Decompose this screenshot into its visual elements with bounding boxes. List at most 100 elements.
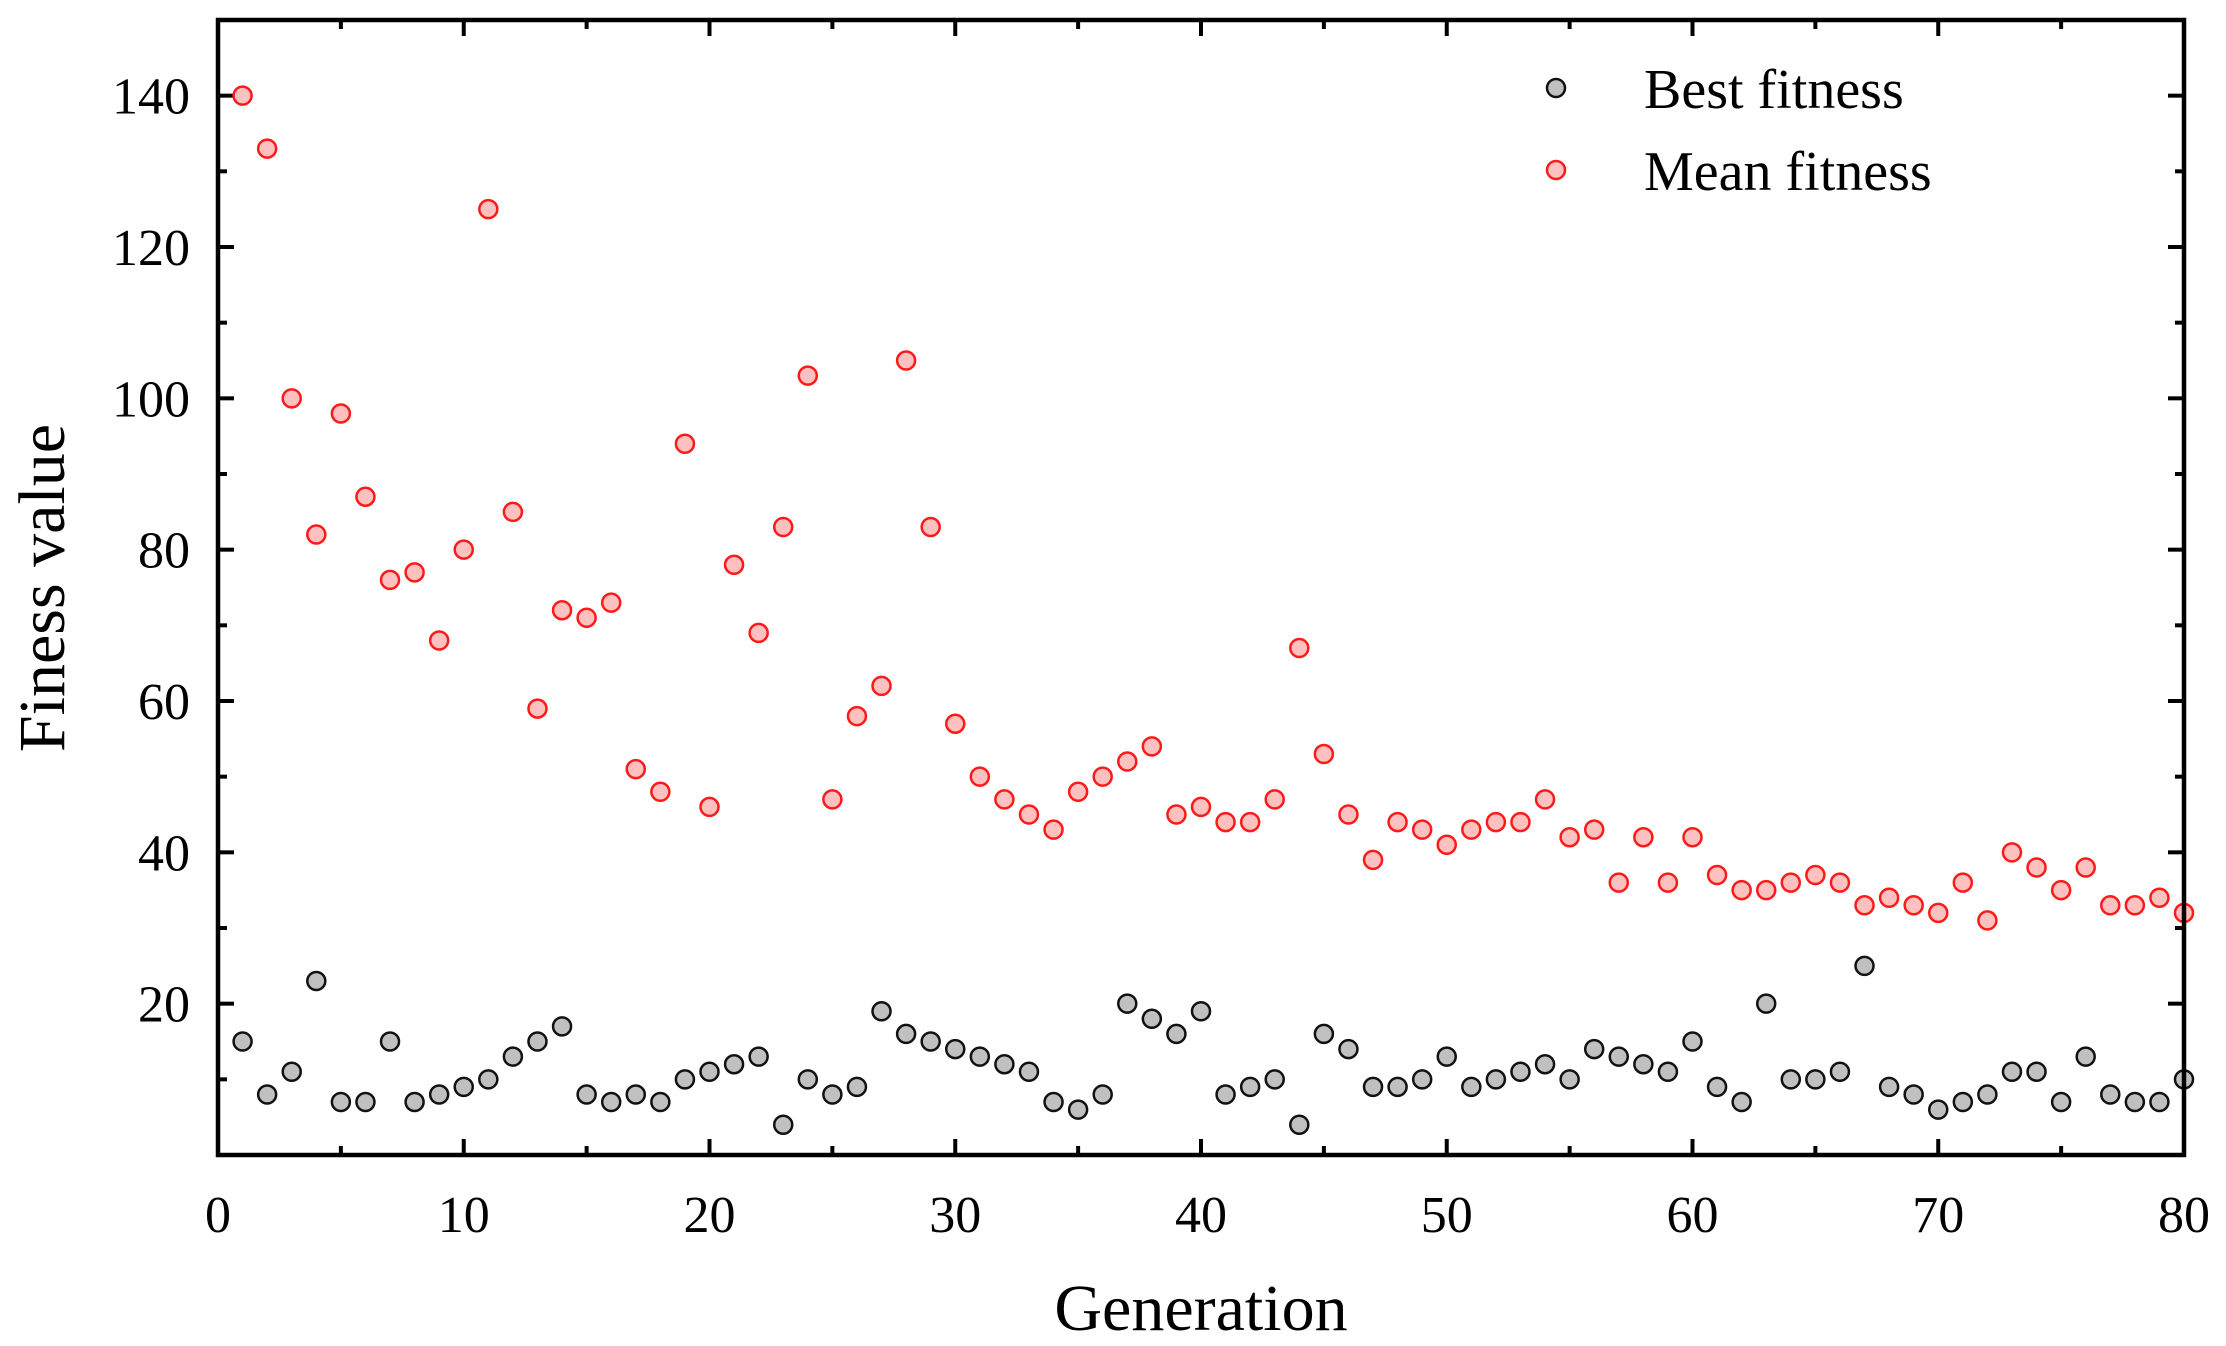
mean-fitness-point — [2001, 842, 2023, 863]
x-tick-label: 60 — [1667, 1187, 1719, 1244]
mean-fitness-point — [895, 350, 917, 371]
best-fitness-point — [1805, 1069, 1826, 1090]
x-tick-label: 80 — [2158, 1187, 2210, 1244]
mean-fitness-point — [1657, 872, 1679, 893]
mean-fitness-point — [2124, 895, 2146, 916]
mean-fitness-point — [625, 758, 647, 780]
mean-fitness-point — [502, 501, 524, 523]
mean-fitness-point — [1829, 872, 1851, 893]
mean-fitness-point — [1633, 826, 1654, 848]
best-fitness-point — [1633, 1053, 1654, 1075]
best-fitness-point — [748, 1046, 769, 1067]
best-fitness-point — [920, 1031, 941, 1052]
best-fitness-point — [1264, 1069, 1285, 1090]
mean-fitness-point — [256, 138, 278, 159]
mean-fitness-point — [232, 85, 253, 106]
best-fitness-point — [969, 1046, 991, 1067]
best-fitness-point — [256, 1084, 278, 1105]
x-axis-title: Generation — [1054, 1272, 1347, 1345]
mean-fitness-point — [404, 562, 425, 583]
mean-fitness-point — [1755, 879, 1777, 901]
mean-fitness-point — [1559, 826, 1580, 848]
plot-frame — [215, 17, 2187, 1158]
mean-fitness-point — [1190, 796, 1212, 818]
mean-fitness-point — [1952, 872, 1974, 893]
mean-fitness-point — [846, 705, 868, 727]
mean-fitness-point — [1117, 751, 1138, 772]
mean-fitness-point — [1387, 811, 1408, 833]
mean-fitness-point — [723, 554, 745, 576]
best-fitness-point — [1117, 993, 1138, 1014]
y-axis-title: Finess value — [6, 424, 79, 752]
x-tick-label: 10 — [438, 1187, 490, 1244]
best-fitness-point — [281, 1061, 302, 1083]
mean-fitness-point — [772, 516, 794, 538]
mean-fitness-point — [2026, 857, 2047, 878]
best-fitness-point — [2001, 1061, 2023, 1083]
mean-fitness-point — [1780, 872, 1802, 893]
best-fitness-point — [576, 1084, 597, 1105]
best-fitness-point — [1928, 1099, 1949, 1120]
best-fitness-point — [625, 1084, 647, 1105]
y-tick-label: 100 — [112, 371, 190, 428]
mean-fitness-point — [1534, 789, 1556, 810]
mean-fitness-point — [2100, 895, 2121, 916]
mean-fitness-point — [920, 516, 941, 538]
best-fitness-point — [379, 1031, 401, 1052]
mean-fitness-point — [281, 388, 302, 409]
y-tick-label: 20 — [138, 977, 190, 1034]
mean-fitness-point — [428, 630, 450, 651]
mean-fitness-point — [2075, 857, 2096, 878]
best-fitness-point — [1166, 1023, 1187, 1045]
best-fitness-point — [1534, 1053, 1556, 1075]
mean-fitness-point — [1166, 804, 1187, 825]
mean-fitness-point — [527, 698, 548, 719]
best-fitness-point — [1952, 1091, 1974, 1113]
best-fitness-point — [478, 1069, 499, 1090]
best-fitness-point — [1829, 1061, 1851, 1083]
mean-fitness-point — [453, 539, 474, 560]
best-fitness-point — [306, 970, 327, 992]
best-fitness-point — [428, 1084, 450, 1105]
best-fitness-point — [945, 1038, 966, 1060]
mean-fitness-point — [1903, 895, 1924, 916]
best-fitness-point — [1559, 1069, 1580, 1090]
best-fitness-point — [1190, 1000, 1212, 1022]
mean-fitness-point — [1608, 872, 1630, 893]
mean-fitness-point — [1313, 743, 1335, 765]
best-fitness-point — [1977, 1084, 1998, 1105]
x-tick-label: 20 — [684, 1187, 736, 1244]
best-fitness-point — [1436, 1046, 1457, 1067]
best-fitness-point — [1510, 1061, 1531, 1083]
best-fitness-point — [2075, 1046, 2096, 1067]
best-fitness-point — [1289, 1114, 1310, 1135]
mean-fitness-point — [1018, 804, 1040, 825]
mean-fitness-point — [1436, 834, 1457, 856]
best-fitness-point — [1755, 993, 1777, 1014]
best-fitness-point — [1706, 1076, 1728, 1098]
y-tick-label: 120 — [112, 220, 190, 277]
best-fitness-point — [1043, 1091, 1064, 1113]
mean-fitness-point — [969, 766, 991, 787]
mean-fitness-point — [1043, 819, 1064, 840]
mean-fitness-point — [306, 524, 327, 545]
mean-fitness-point — [1289, 637, 1310, 659]
best-fitness-point — [822, 1084, 843, 1105]
mean-fitness-point — [1977, 910, 1998, 931]
axes-layer: 0 10 20 30 40 50 60 70 80 20 40 60 80 100 120 140 — [112, 18, 2210, 1244]
best-fitness-point — [502, 1046, 524, 1067]
legend-best-fitness-marker — [1545, 77, 1567, 99]
mean-fitness-point — [576, 607, 597, 629]
legend-best-fitness-label: Best fitness — [1644, 59, 1904, 121]
mean-fitness-point — [1731, 879, 1752, 901]
mean-fitness-point — [1239, 811, 1261, 833]
legend-mean-fitness-label: Mean fitness — [1644, 141, 1932, 203]
best-fitness-point — [1141, 1008, 1163, 1030]
best-fitness-point — [1854, 955, 1875, 977]
best-fitness-point — [1411, 1069, 1433, 1090]
best-fitness-point — [2149, 1091, 2170, 1113]
mean-fitness-point — [1067, 781, 1089, 803]
mean-fitness-point — [1362, 849, 1384, 871]
best-fitness-point — [1485, 1069, 1507, 1090]
